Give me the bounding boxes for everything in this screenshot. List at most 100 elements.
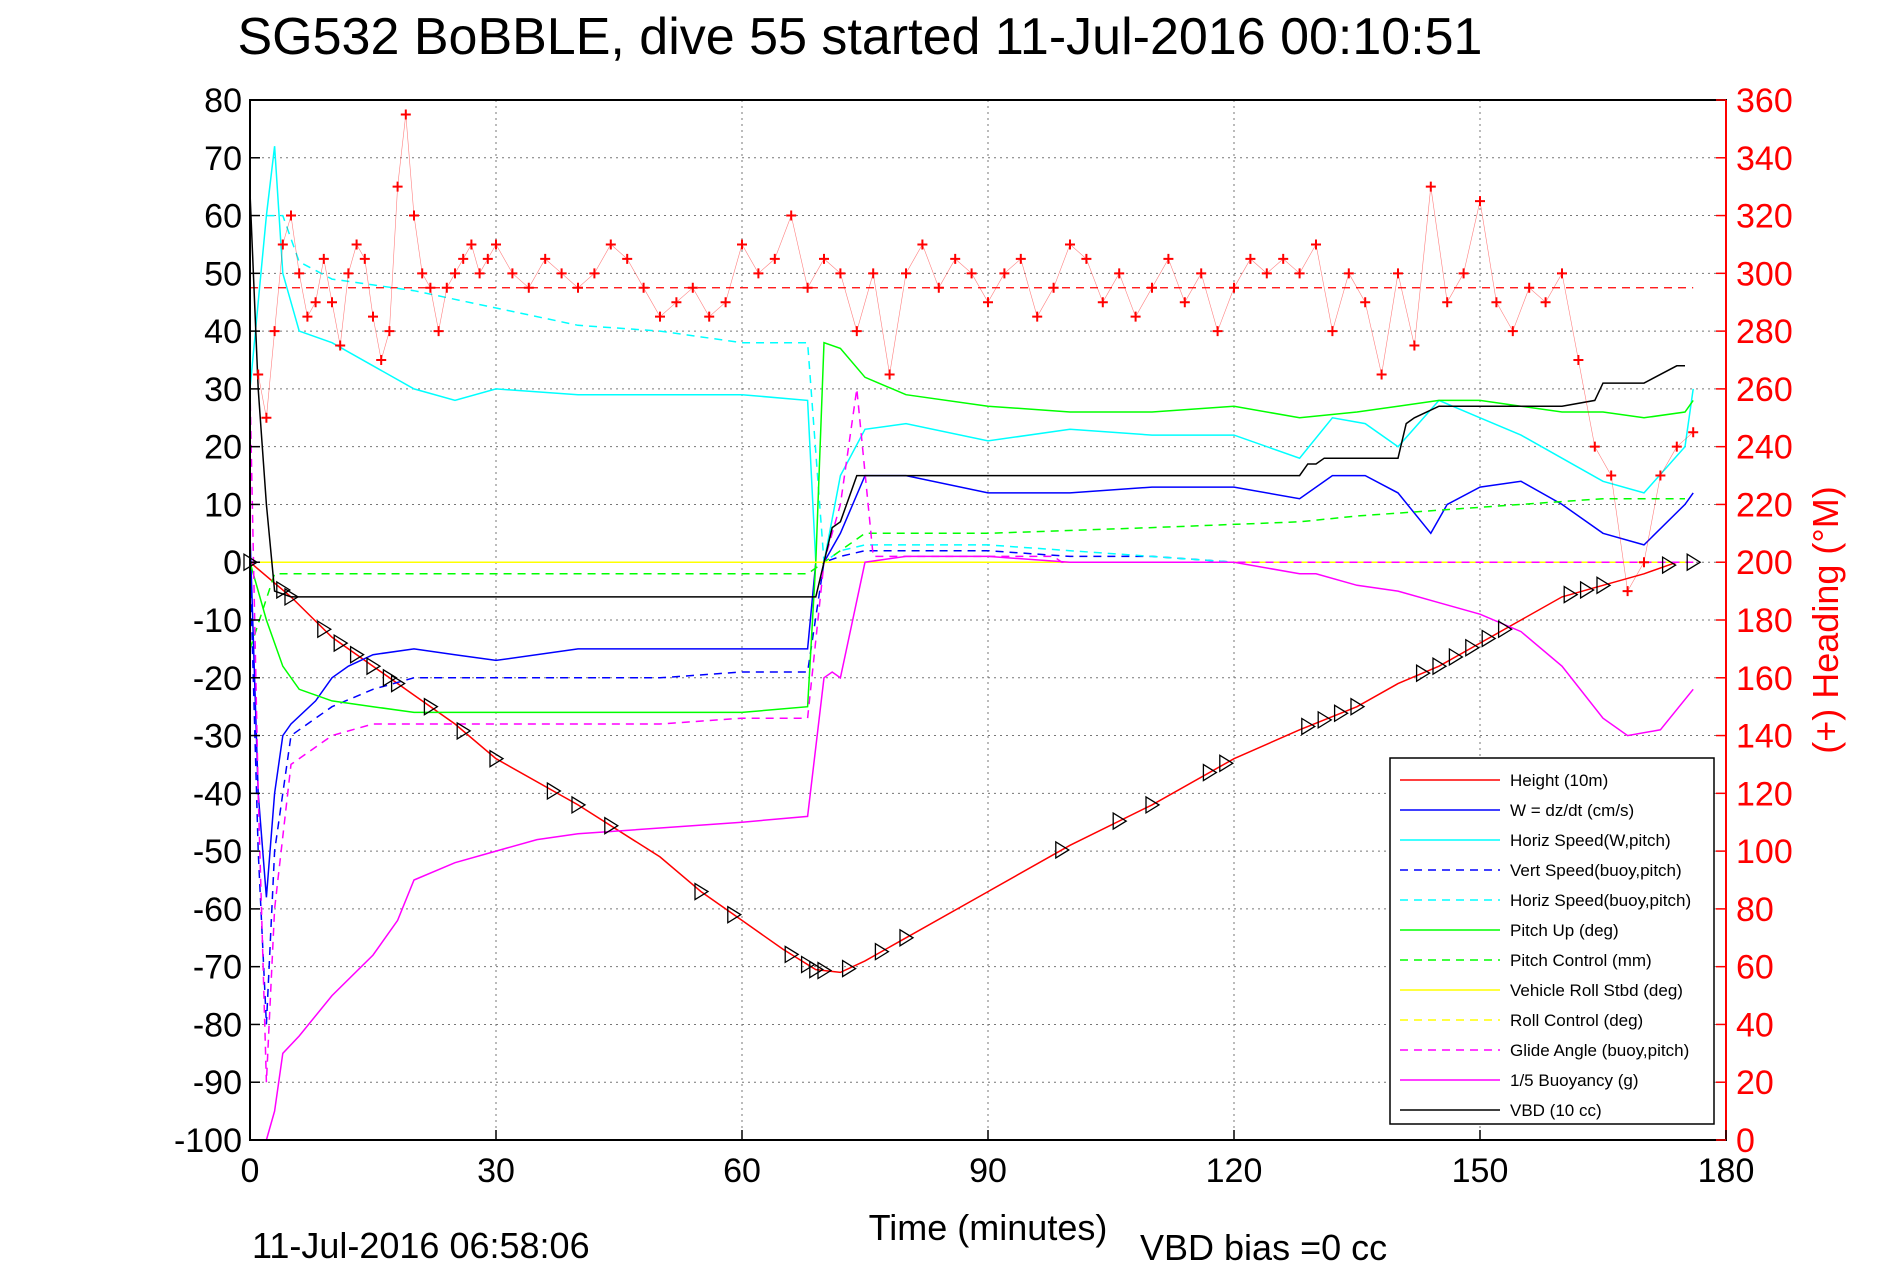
height-marker xyxy=(349,645,365,664)
right-tick-label: 240 xyxy=(1736,429,1793,467)
y-tick-label: 40 xyxy=(204,313,242,351)
y-tick-label: -20 xyxy=(193,660,242,698)
y-tick-label: -40 xyxy=(193,775,242,813)
height-marker xyxy=(1317,710,1333,730)
legend-box xyxy=(1389,757,1715,1125)
y-tick-label: -30 xyxy=(193,718,242,756)
chart-title: SG532 BoBBLE, dive 55 started 11-Jul-201… xyxy=(238,8,1483,66)
legend-entry-label: Horiz Speed(W,pitch) xyxy=(1510,831,1671,850)
legend-entry-label: VBD (10 cc) xyxy=(1510,1101,1602,1120)
series-w-dz-dt-cm-s xyxy=(249,474,1694,898)
right-tick-label: 200 xyxy=(1736,544,1793,582)
x-tick-label: 0 xyxy=(241,1152,260,1190)
y-tick-label: 80 xyxy=(204,82,242,120)
series-pitch-up-deg xyxy=(249,341,1694,714)
x-tick-label: 90 xyxy=(969,1152,1007,1190)
height-marker xyxy=(1350,697,1366,716)
series-glide-angle-buoy-pitch xyxy=(249,388,1694,1083)
height-marker xyxy=(1661,555,1677,575)
height-marker xyxy=(423,697,439,716)
right-tick-label: 40 xyxy=(1736,1006,1774,1044)
right-tick-label: 80 xyxy=(1736,891,1774,929)
footer-vbd-bias: VBD bias =0 cc xyxy=(1140,1227,1387,1262)
height-marker xyxy=(382,668,398,687)
height-marker xyxy=(1432,657,1448,676)
height-marker xyxy=(817,961,833,980)
height-marker xyxy=(456,721,472,741)
height-marker xyxy=(1497,620,1513,639)
legend-entry-label: Vert Speed(buoy,pitch) xyxy=(1510,861,1682,880)
height-marker xyxy=(1465,638,1481,657)
height-marker xyxy=(604,816,620,835)
legend-entry-label: Pitch Up (deg) xyxy=(1510,921,1619,940)
height-marker xyxy=(727,905,743,924)
y-tick-label: 0 xyxy=(223,544,242,582)
height-marker xyxy=(1596,576,1612,595)
series-horiz-speed-buoy-pitch xyxy=(266,214,1300,564)
x-tick-label: 60 xyxy=(723,1152,761,1190)
height-marker xyxy=(390,674,406,693)
right-tick-label: 160 xyxy=(1736,660,1793,698)
y-tick-label: -90 xyxy=(193,1064,242,1102)
legend-entry-label: Height (10m) xyxy=(1510,771,1608,790)
right-tick-label: 100 xyxy=(1736,833,1793,871)
height-marker xyxy=(1333,704,1349,723)
height-marker xyxy=(1579,580,1595,600)
y-tick-label: -50 xyxy=(193,833,242,871)
height-marker xyxy=(317,620,333,639)
x-axis-label: Time (minutes) xyxy=(869,1207,1108,1248)
right-tick-label: 180 xyxy=(1736,602,1793,640)
height-marker xyxy=(489,749,505,768)
heading-trace xyxy=(257,114,1694,593)
y-tick-label: -60 xyxy=(193,891,242,929)
y-tick-label: -100 xyxy=(174,1122,242,1160)
right-tick-label: 340 xyxy=(1736,140,1793,178)
right-tick-label: 360 xyxy=(1736,82,1793,120)
y-tick-label: -10 xyxy=(193,602,242,640)
legend-entry-label: W = dz/dt (cm/s) xyxy=(1510,801,1634,820)
right-tick-label: 120 xyxy=(1736,775,1793,813)
height-marker xyxy=(1145,795,1161,815)
legend-entry-label: Horiz Speed(buoy,pitch) xyxy=(1510,891,1691,910)
legend-entry-label: Roll Control (deg) xyxy=(1510,1011,1643,1030)
right-axis-label: (+) Heading (°M) xyxy=(1805,486,1846,753)
height-marker xyxy=(1563,585,1579,604)
right-tick-label: 20 xyxy=(1736,1064,1774,1102)
height-marker xyxy=(1481,629,1497,648)
x-tick-label: 120 xyxy=(1206,1152,1263,1190)
x-tick-label: 150 xyxy=(1452,1152,1509,1190)
right-tick-label: 220 xyxy=(1736,486,1793,524)
height-marker xyxy=(366,657,382,676)
series-vert-speed-buoy-pitch xyxy=(249,549,1300,1025)
right-tick-label: 320 xyxy=(1736,198,1793,236)
y-tick-label: -70 xyxy=(193,949,242,987)
series-horiz-speed-w-pitch xyxy=(249,146,1694,563)
legend-entry-label: Glide Angle (buoy,pitch) xyxy=(1510,1041,1689,1060)
y-tick-label: 10 xyxy=(204,486,242,524)
height-marker xyxy=(1055,840,1071,860)
right-tick-label: 0 xyxy=(1736,1122,1755,1160)
height-marker xyxy=(694,882,710,901)
right-axis-ticks: 3603403203002802602402202001801601401201… xyxy=(1716,82,1793,1160)
height-marker xyxy=(1112,811,1128,831)
height-marker xyxy=(899,928,915,947)
y-axis-ticks: 80 70 60 50 40 30 20 10 0 -10 -20 -30 -40 -50 -60 -70 -8… xyxy=(174,82,260,1160)
x-tick-label: 180 xyxy=(1698,1152,1755,1190)
legend-entry-label: 1/5 Buoyancy (g) xyxy=(1510,1071,1639,1090)
height-marker xyxy=(1219,754,1235,773)
right-tick-label: 260 xyxy=(1736,371,1793,409)
series-1-5-buoyancy-g xyxy=(265,555,1694,1141)
y-tick-label: 20 xyxy=(204,429,242,467)
height-marker xyxy=(571,795,587,815)
height-marker xyxy=(784,945,800,964)
right-tick-label: 140 xyxy=(1736,718,1793,756)
height-marker xyxy=(809,960,825,979)
x-tick-label: 30 xyxy=(477,1152,515,1190)
y-tick-label: 60 xyxy=(204,198,242,236)
legend-entry-label: Pitch Control (mm) xyxy=(1510,951,1652,970)
series-pitch-control-mm xyxy=(249,497,1685,650)
height-marker xyxy=(546,781,562,801)
right-tick-label: 60 xyxy=(1736,949,1774,987)
height-marker xyxy=(1415,663,1431,683)
